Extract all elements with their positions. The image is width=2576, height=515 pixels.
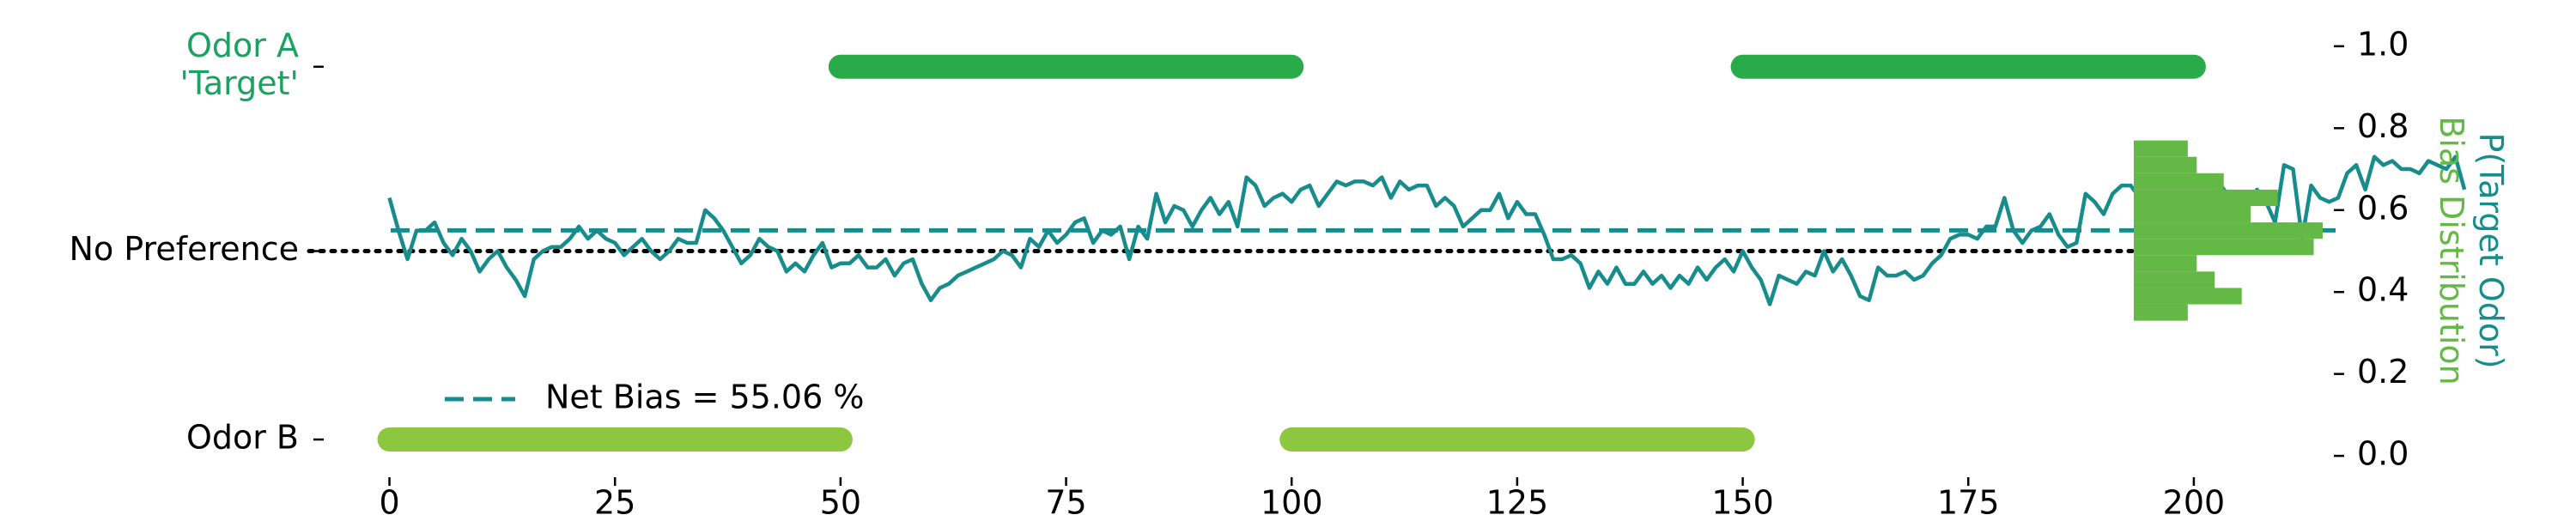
hist-bar-5: [2134, 222, 2323, 239]
right-axis-label-line-0: P(Target Odor): [2472, 132, 2510, 368]
hist-bar-0: [2134, 304, 2188, 321]
x-tick-label-25: 25: [594, 484, 635, 515]
right-tick-label-5: 1.0: [2357, 25, 2409, 63]
hist-bar-4: [2134, 239, 2314, 256]
left-tick-label-2-0: Odor B: [186, 419, 299, 457]
legend-label: Net Bias = 55.06 %: [545, 379, 864, 416]
hist-bar-3: [2134, 255, 2197, 272]
bias-trace-line: [387, 154, 2467, 306]
right-tick-label-1: 0.2: [2357, 353, 2409, 391]
hist-bar-1: [2134, 288, 2242, 305]
left-tick-label-1-0: No Preference: [70, 230, 299, 268]
right-tick-label-4: 0.8: [2357, 107, 2409, 145]
x-tick-label-100: 100: [1261, 484, 1323, 515]
left-axis: Odor A'Target' No Preference Odor B: [70, 27, 324, 457]
hist-bar-8: [2134, 173, 2224, 190]
left-tick-label-0-0: Odor A: [186, 27, 299, 64]
x-tick-label-150: 150: [1711, 484, 1774, 515]
x-tick-label-200: 200: [2163, 484, 2226, 515]
x-tick-label-50: 50: [820, 484, 861, 515]
right-axis-label-line-1: Bias Distribution: [2433, 116, 2470, 385]
hist-bar-2: [2134, 271, 2215, 288]
hist-bar-10: [2134, 140, 2188, 157]
hist-bar-7: [2134, 189, 2278, 206]
x-tick-label-75: 75: [1045, 484, 1086, 515]
right-tick-label-2: 0.4: [2357, 271, 2409, 309]
x-tick-label-0: 0: [379, 484, 399, 515]
x-axis: 0 25 50 75 100 125 150 175 200: [379, 477, 2225, 515]
x-tick-label-125: 125: [1486, 484, 1549, 515]
odor-blocks: [377, 54, 2206, 452]
right-axis: 0.0 0.2 0.4 0.6 0.8 1.0: [2334, 25, 2409, 473]
right-tick-label-0: 0.0: [2357, 435, 2409, 473]
x-tick-label-175: 175: [1937, 484, 2000, 515]
right-tick-label-3: 0.6: [2357, 189, 2409, 227]
legend: Net Bias = 55.06 %: [445, 379, 864, 416]
left-tick-label-0-1: 'Target': [180, 64, 299, 102]
hist-bar-6: [2134, 206, 2251, 223]
bias-histogram: [2134, 140, 2323, 321]
hist-bar-9: [2134, 156, 2197, 173]
right-axis-label: P(Target Odor)Bias Distribution: [2433, 116, 2510, 385]
